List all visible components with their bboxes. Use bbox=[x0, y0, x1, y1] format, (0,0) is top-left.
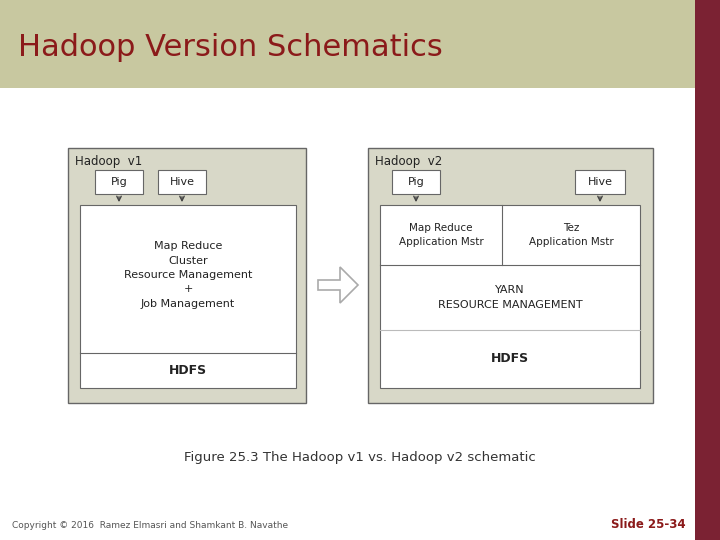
Bar bbox=[80, 205, 296, 388]
Text: Pig: Pig bbox=[408, 177, 424, 187]
Bar bbox=[95, 170, 143, 194]
Bar bbox=[158, 170, 206, 194]
Text: Hive: Hive bbox=[169, 177, 194, 187]
Bar bbox=[695, 0, 720, 540]
Bar bbox=[575, 170, 625, 194]
Text: Hadoop  v1: Hadoop v1 bbox=[75, 156, 143, 168]
Bar bbox=[68, 148, 306, 403]
Bar bbox=[0, 0, 720, 88]
Text: Pig: Pig bbox=[111, 177, 127, 187]
Text: Tez
Application Mstr: Tez Application Mstr bbox=[528, 224, 613, 247]
Text: Hadoop Version Schematics: Hadoop Version Schematics bbox=[18, 33, 443, 63]
Text: YARN
RESOURCE MANAGEMENT: YARN RESOURCE MANAGEMENT bbox=[438, 285, 582, 310]
Text: Figure 25.3 The Hadoop v1 vs. Hadoop v2 schematic: Figure 25.3 The Hadoop v1 vs. Hadoop v2 … bbox=[184, 451, 536, 464]
Text: HDFS: HDFS bbox=[169, 363, 207, 376]
Text: Map Reduce
Cluster
Resource Management
+
Job Management: Map Reduce Cluster Resource Management +… bbox=[124, 241, 252, 309]
Text: Slide 25-34: Slide 25-34 bbox=[611, 518, 686, 531]
Text: Map Reduce
Application Mstr: Map Reduce Application Mstr bbox=[399, 224, 483, 247]
Text: HDFS: HDFS bbox=[491, 353, 529, 366]
Bar bbox=[368, 148, 653, 403]
Text: Hive: Hive bbox=[588, 177, 613, 187]
Text: Copyright © 2016  Ramez Elmasri and Shamkant B. Navathe: Copyright © 2016 Ramez Elmasri and Shamk… bbox=[12, 521, 288, 530]
Bar bbox=[392, 170, 440, 194]
Text: Hadoop  v2: Hadoop v2 bbox=[375, 156, 442, 168]
Bar bbox=[380, 205, 640, 388]
